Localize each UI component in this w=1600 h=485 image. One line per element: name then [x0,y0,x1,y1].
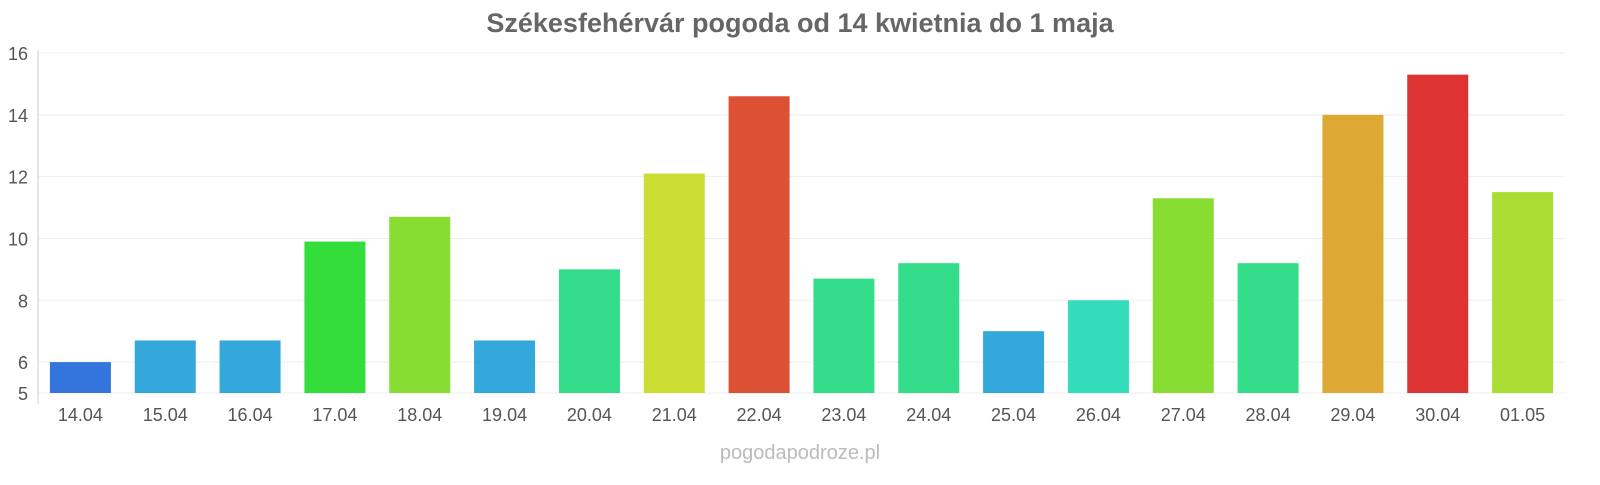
x-tick-label: 26.04 [1076,405,1121,425]
bar-17.04[interactable] [304,241,366,393]
x-tick-label: 14.04 [58,405,103,425]
bar-16.04[interactable] [219,340,281,393]
bar-26.04[interactable] [1067,300,1129,393]
bar-19.04[interactable] [474,340,536,393]
bar-30.04[interactable] [1407,74,1469,394]
x-tick-label: 18.04 [397,405,442,425]
x-tick-label: 24.04 [906,405,951,425]
y-tick-label: 12 [8,168,28,188]
y-tick-label: 14 [8,106,28,126]
watermark: pogodapodroze.pl [720,442,880,464]
x-tick-label: 29.04 [1330,405,1375,425]
y-tick-label: 16 [8,44,28,64]
x-tick-label: 16.04 [228,405,273,425]
bar-28.04[interactable] [1237,263,1299,393]
x-tick-label: 01.05 [1500,405,1545,425]
bar-23.04[interactable] [813,278,875,393]
bar-15.04[interactable] [134,340,196,393]
x-tick-label: 19.04 [482,405,527,425]
bar-29.04[interactable] [1322,114,1384,394]
x-tick-label: 20.04 [567,405,612,425]
x-tick-label: 15.04 [143,405,188,425]
x-tick-label: 30.04 [1415,405,1460,425]
x-tick-label: 22.04 [737,405,782,425]
y-tick-label: 5 [18,384,28,404]
x-tick-label: 27.04 [1161,405,1206,425]
y-tick-label: 10 [8,229,28,249]
bar-27.04[interactable] [1152,198,1214,393]
bar-14.04[interactable] [49,362,111,393]
y-tick-label: 8 [18,291,28,311]
bar-01.05[interactable] [1492,192,1554,393]
x-tick-label: 23.04 [821,405,866,425]
bar-22.04[interactable] [728,96,790,393]
bar-21.04[interactable] [643,173,705,393]
x-tick-label: 28.04 [1246,405,1291,425]
bar-25.04[interactable] [983,331,1045,393]
x-tick-label: 25.04 [991,405,1036,425]
x-tick-label: 17.04 [312,405,357,425]
chart-title: Székesfehérvár pogoda od 14 kwietnia do … [486,8,1114,38]
bar-20.04[interactable] [558,269,620,393]
x-tick-label: 21.04 [652,405,697,425]
bar-18.04[interactable] [389,216,451,393]
y-tick-label: 6 [18,353,28,373]
bar-24.04[interactable] [898,263,960,393]
